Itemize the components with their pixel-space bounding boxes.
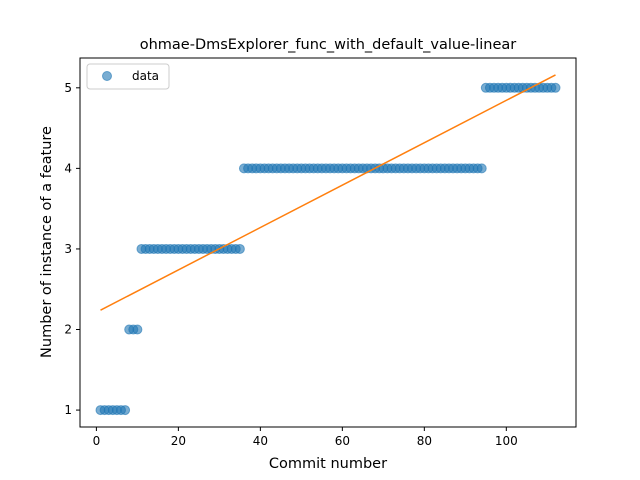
data-point: [476, 163, 487, 174]
chart-title: ohmae-DmsExplorer_func_with_default_valu…: [140, 37, 517, 53]
data-point: [550, 82, 561, 93]
x-tick-label: 0: [93, 434, 101, 448]
legend-box: [86, 63, 170, 90]
x-tick-label: 60: [335, 434, 350, 448]
plot-frame: [79, 57, 577, 428]
y-tick-label: 5: [64, 81, 72, 95]
legend-marker-data: [102, 71, 112, 81]
x-axis-label: Commit number: [269, 456, 387, 472]
x-tick-label: 40: [253, 434, 268, 448]
plot-area: [95, 74, 561, 416]
linear-fit-line: [100, 74, 556, 311]
y-tick-label: 4: [64, 161, 72, 175]
y-tick-label: 3: [64, 242, 72, 256]
y-tick-label: 2: [64, 323, 72, 337]
x-tick-label: 100: [495, 434, 518, 448]
y-axis-label: Number of instance of a feature: [39, 126, 55, 358]
x-tick-label: 20: [171, 434, 186, 448]
y-tick-label: 1: [64, 403, 72, 417]
data-point: [132, 324, 143, 335]
x-tick-label: 80: [417, 434, 432, 448]
legend-label-data: data: [132, 69, 159, 83]
data-point: [120, 405, 131, 416]
legend: data: [86, 63, 170, 90]
data-point: [234, 243, 245, 254]
axis-ticks: 0 20 40 60 80 100 1 2 3 4 5: [64, 81, 517, 448]
